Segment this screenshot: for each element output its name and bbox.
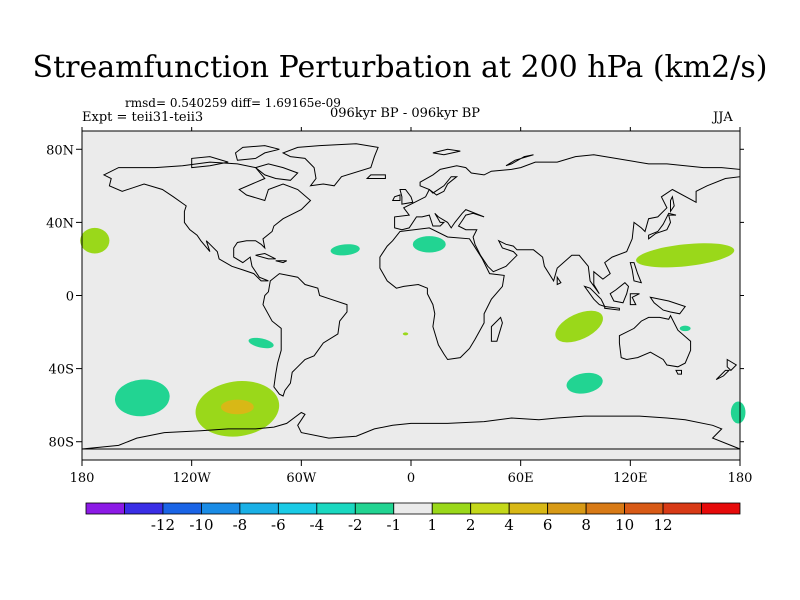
colorbar-swatch bbox=[624, 502, 664, 515]
colorbar-swatch bbox=[201, 502, 241, 515]
anomaly-layer bbox=[80, 227, 746, 437]
colorbar-label: -2 bbox=[348, 516, 363, 534]
colorbar-label: 1 bbox=[427, 516, 437, 534]
anomaly-patch bbox=[248, 337, 274, 349]
colorbar-swatch bbox=[354, 502, 395, 515]
coastline-shape bbox=[629, 293, 640, 306]
anomaly-patch bbox=[636, 243, 735, 268]
anomaly-patch bbox=[566, 372, 603, 394]
anomaly-patch bbox=[412, 236, 446, 253]
lon-tick-label: 60E bbox=[508, 471, 534, 486]
anomaly-patch bbox=[555, 310, 603, 343]
anomaly-patch bbox=[114, 379, 170, 417]
colorbar-label: -1 bbox=[386, 516, 401, 534]
coastline-shape bbox=[191, 156, 229, 169]
colorbar-swatch bbox=[162, 502, 202, 515]
colorbar-swatch bbox=[431, 502, 472, 515]
lon-tick-label: 0 bbox=[407, 471, 415, 486]
coastline-shape bbox=[609, 282, 630, 304]
colorbar-label: 8 bbox=[581, 516, 591, 534]
lon-tick-label: 60W bbox=[286, 471, 317, 486]
lon-tick-label: 120W bbox=[173, 471, 212, 486]
colorbar-swatch bbox=[701, 502, 741, 515]
coastline-shape bbox=[670, 195, 675, 214]
anomaly-patch bbox=[679, 325, 691, 332]
coastline-shape bbox=[556, 275, 562, 286]
colorbar-label: -10 bbox=[189, 516, 213, 534]
map-background bbox=[82, 131, 740, 460]
colorbar-swatch bbox=[470, 502, 510, 515]
coastline-shape bbox=[715, 369, 731, 381]
colorbar-label: -4 bbox=[310, 516, 325, 534]
coastline-shape bbox=[505, 154, 534, 167]
coastlines bbox=[81, 143, 741, 450]
colorbar-label: 2 bbox=[466, 516, 476, 534]
colorbar-label: -12 bbox=[151, 516, 175, 534]
coastline-shape bbox=[281, 143, 379, 187]
lat-tick-label: 40S bbox=[49, 363, 74, 378]
colorbar-swatch bbox=[585, 502, 625, 515]
figure-title: Streamfunction Perturbation at 200 hPa (… bbox=[32, 50, 768, 85]
stats-line: rmsd= 0.540259 diff= 1.69165e-09 bbox=[125, 96, 341, 110]
colorbar-label: -6 bbox=[271, 516, 286, 534]
colorbar: -12 -10 -8 -6 -4 -2 -1 1 2 4 6 8 10 12 bbox=[85, 502, 741, 534]
coastline-shape bbox=[394, 154, 741, 294]
coastline-shape bbox=[399, 189, 414, 205]
axis-ticks: 80N 40N 0 40S 80S 180 120W 60W 0 60E 120E 180 bbox=[46, 127, 752, 486]
colorbar-swatch bbox=[316, 502, 356, 515]
period-line: 096kyr BP - 096kyr BP bbox=[330, 106, 481, 121]
coastline-shape bbox=[490, 316, 503, 342]
lon-tick-label: 120E bbox=[613, 471, 647, 486]
colorbar-label: 10 bbox=[615, 516, 634, 534]
colorbar-label: 6 bbox=[543, 516, 553, 534]
lat-tick-label: 80S bbox=[49, 436, 74, 451]
coastline-shape bbox=[379, 227, 505, 361]
coastline-shape bbox=[81, 411, 741, 450]
lon-tick-label: 180 bbox=[728, 471, 753, 486]
lat-tick-label: 0 bbox=[66, 290, 74, 305]
coastline-shape bbox=[649, 296, 687, 315]
anomaly-patch bbox=[730, 401, 746, 424]
coastline-shape bbox=[726, 358, 738, 372]
coastline-shape bbox=[618, 314, 692, 368]
season-label: JJA bbox=[713, 110, 733, 125]
colorbar-swatch bbox=[124, 502, 164, 515]
colorbar-label: 4 bbox=[504, 516, 514, 534]
anomaly-patch bbox=[80, 227, 110, 254]
coastline-shape bbox=[275, 260, 287, 264]
colorbar-swatch bbox=[393, 502, 433, 515]
coastline-shape bbox=[648, 212, 677, 240]
colorbar-swatch bbox=[85, 502, 125, 515]
coastline-shape bbox=[102, 161, 312, 282]
coastline-shape bbox=[255, 252, 276, 260]
anomaly-patch bbox=[220, 399, 254, 415]
colorbar-swatch bbox=[508, 502, 549, 515]
coastline-shape bbox=[675, 369, 682, 375]
anomaly-patch bbox=[402, 332, 409, 336]
coastline-shape bbox=[629, 262, 643, 284]
colorbar-swatch bbox=[662, 502, 702, 515]
colorbar-swatch bbox=[239, 502, 279, 515]
coastline-shape bbox=[365, 174, 386, 179]
lat-tick-label: 40N bbox=[46, 216, 74, 231]
lon-tick-label: 180 bbox=[70, 471, 95, 486]
coastline-shape bbox=[254, 163, 299, 181]
coastline-shape bbox=[234, 145, 280, 161]
coastline-shape bbox=[262, 273, 348, 397]
coastline-shape bbox=[391, 194, 401, 201]
coastline-shape bbox=[432, 148, 461, 156]
colorbar-label: 12 bbox=[654, 516, 673, 534]
colorbar-swatch bbox=[277, 502, 318, 515]
coastline-shape bbox=[428, 176, 459, 196]
experiment-line: Expt = teii31-teii3 bbox=[82, 110, 204, 125]
colorbar-swatch bbox=[547, 502, 587, 515]
colorbar-label: -8 bbox=[233, 516, 248, 534]
coastline-shape bbox=[604, 305, 620, 311]
anomaly-patch bbox=[330, 244, 360, 256]
lat-tick-label: 80N bbox=[46, 143, 74, 158]
